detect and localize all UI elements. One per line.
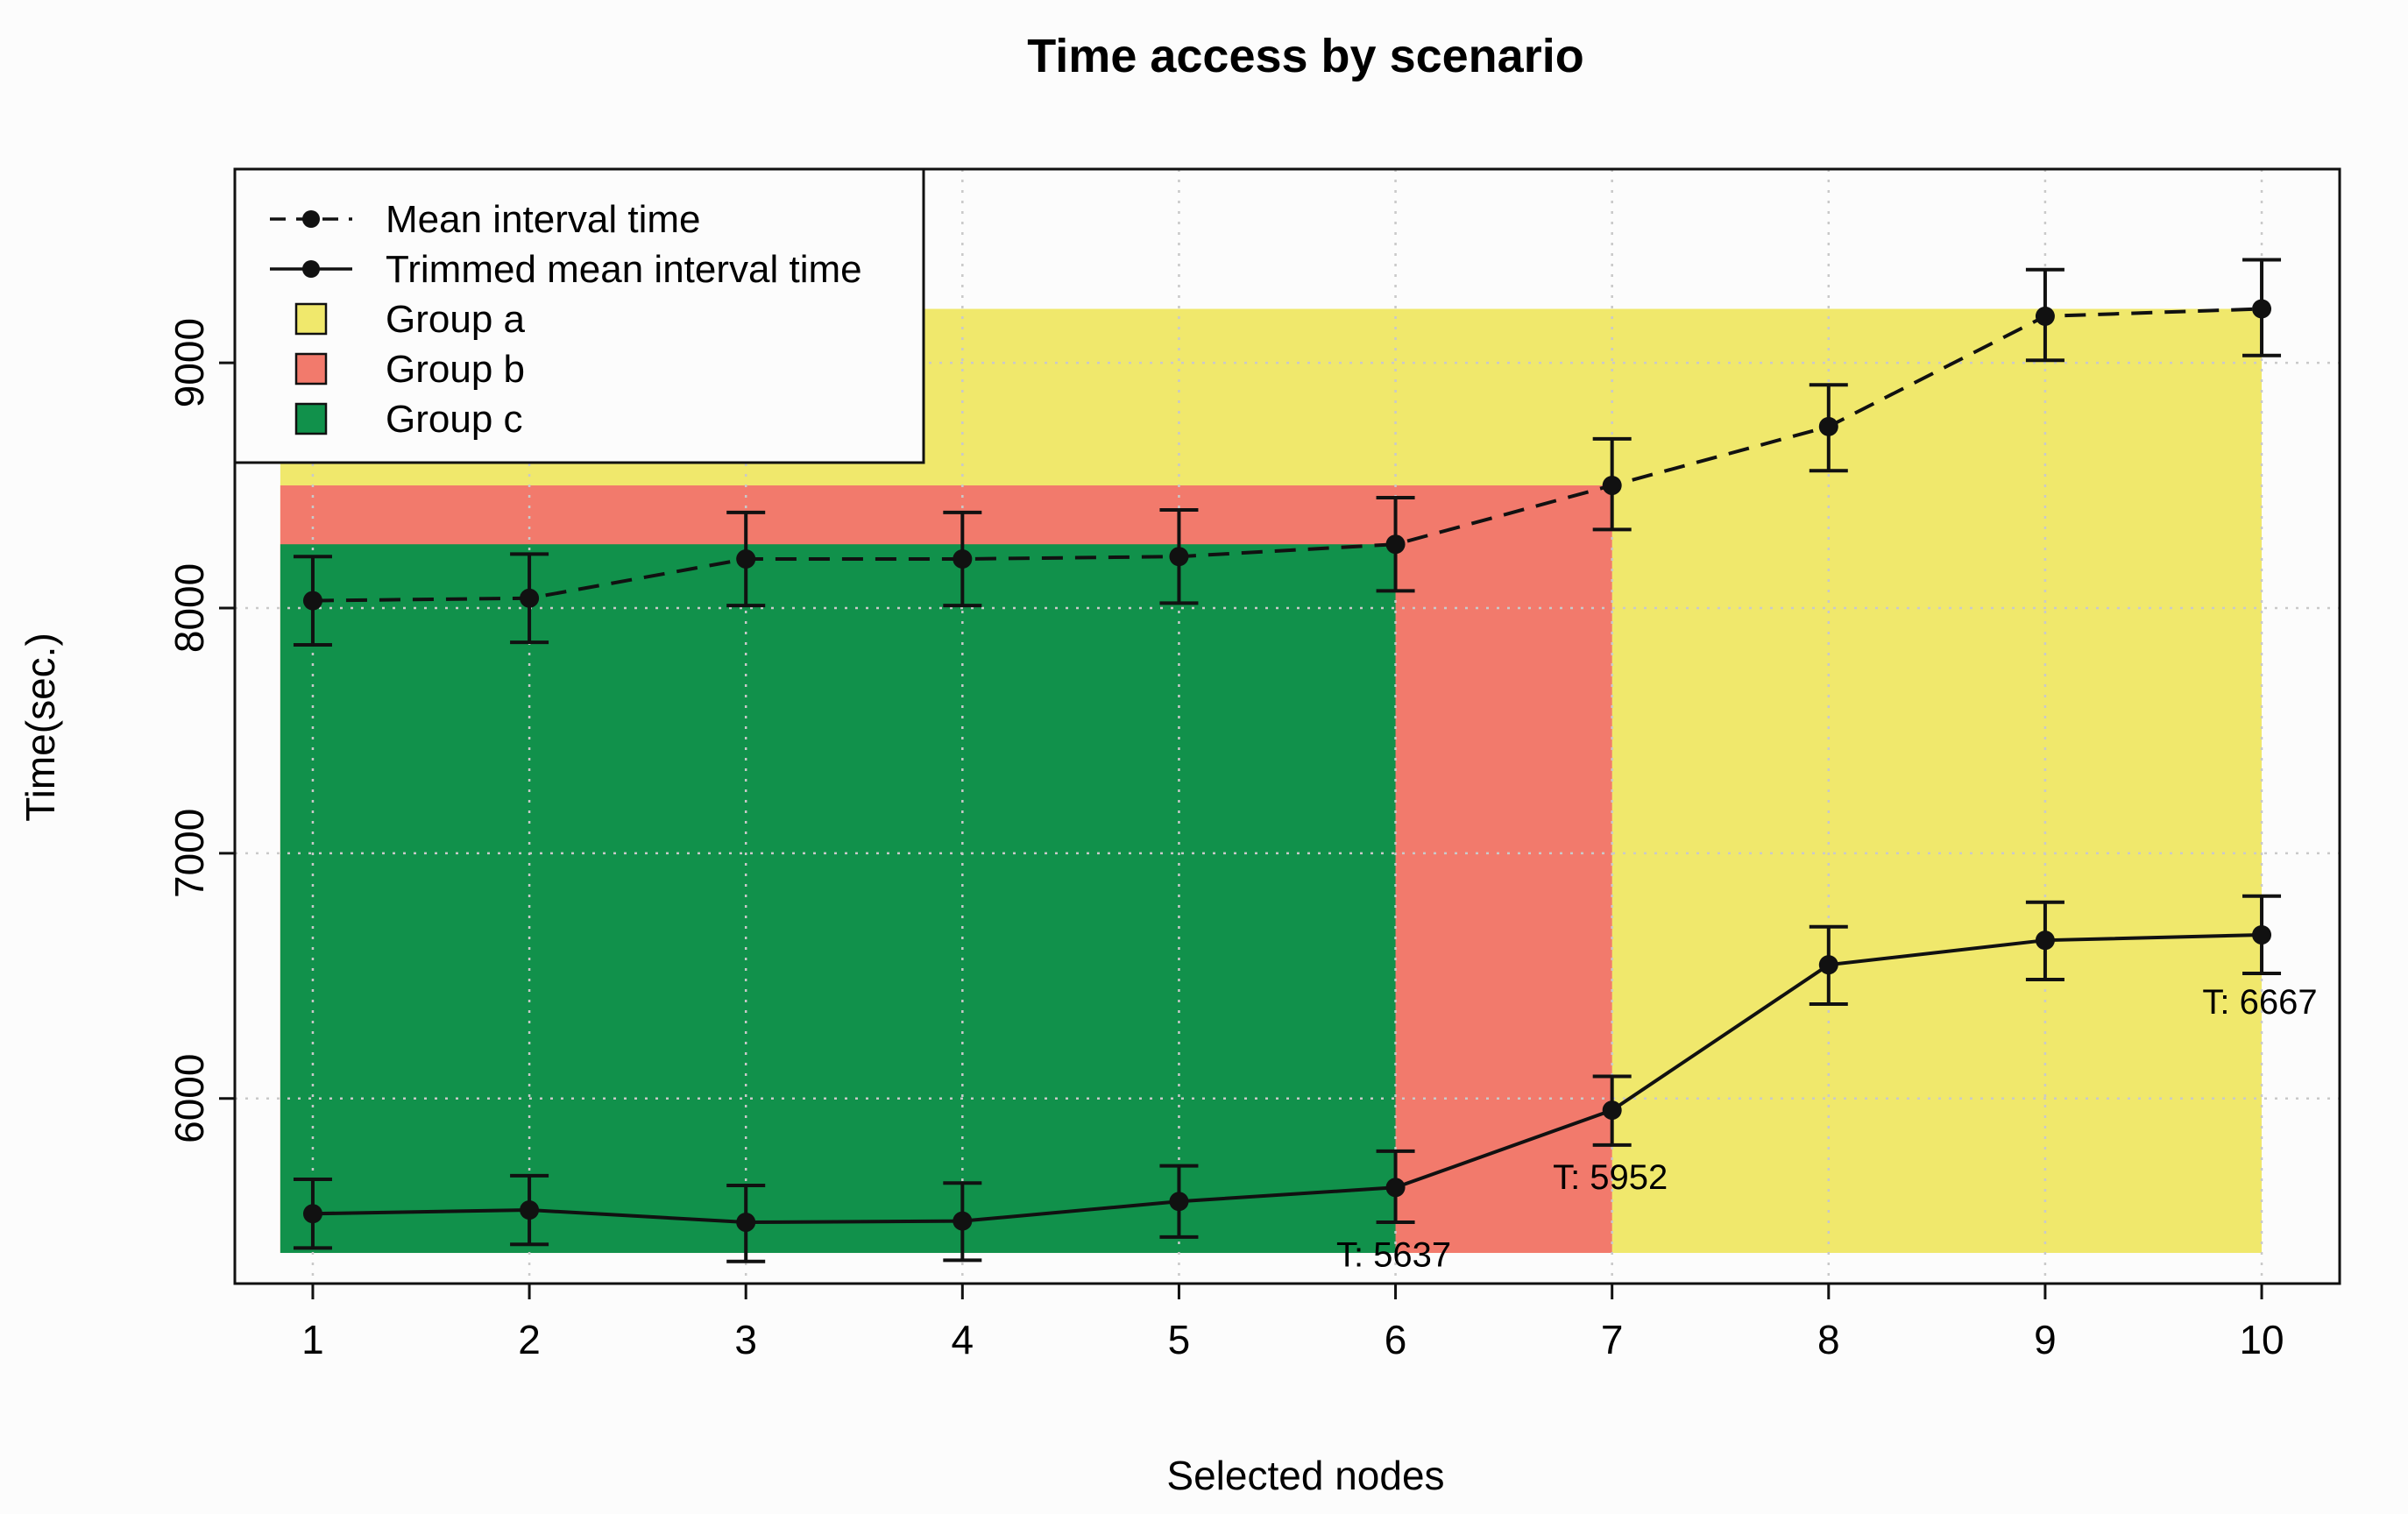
data-point-trimmed-mean bbox=[953, 1211, 973, 1231]
data-point-mean bbox=[1385, 534, 1406, 555]
legend-key-swatch bbox=[294, 402, 328, 435]
legend-key-point bbox=[302, 210, 320, 228]
data-point-mean bbox=[1602, 476, 1622, 496]
data-point-mean bbox=[520, 588, 540, 608]
legend-label: Group b bbox=[386, 348, 525, 391]
data-label: T: 5637 bbox=[1336, 1235, 1451, 1274]
x-tick-label: 2 bbox=[518, 1317, 541, 1362]
y-tick-label: 6000 bbox=[166, 1054, 212, 1143]
data-point-mean bbox=[1818, 416, 1838, 436]
data-point-mean bbox=[736, 548, 756, 569]
data-point-trimmed-mean bbox=[2252, 925, 2272, 945]
data-label: T: 5952 bbox=[1553, 1158, 1668, 1197]
x-tick-label: 4 bbox=[952, 1317, 974, 1362]
data-point-mean bbox=[302, 591, 322, 611]
x-tick-label: 7 bbox=[1601, 1317, 1624, 1362]
plot-area: 1 2 3 4 5 6 7 8 9 10 6000 7000 8000 9000 T: 5637 T: 595… bbox=[166, 167, 2341, 1362]
x-tick-label: 3 bbox=[734, 1317, 757, 1362]
group-region-group-c bbox=[280, 544, 1396, 1254]
data-point-trimmed-mean bbox=[1602, 1100, 1622, 1121]
data-point-trimmed-mean bbox=[736, 1213, 756, 1233]
data-point-mean bbox=[2252, 299, 2272, 319]
legend-key-swatch bbox=[294, 352, 328, 386]
y-axis-label: Time(sec.) bbox=[18, 633, 63, 822]
data-point-mean bbox=[2035, 306, 2055, 326]
y-tick-label: 9000 bbox=[166, 318, 212, 407]
series-line-trimmed-mean bbox=[312, 933, 2263, 1225]
legend-label: Mean interval time bbox=[386, 198, 700, 241]
chart-title: Time access by scenario bbox=[1027, 30, 1583, 82]
x-axis-label: Selected nodes bbox=[1166, 1453, 1444, 1498]
data-point-mean bbox=[1169, 547, 1189, 567]
x-tick-label: 10 bbox=[2239, 1317, 2284, 1362]
series-line-mean bbox=[312, 307, 2263, 603]
legend-label: Trimmed mean interval time bbox=[386, 248, 862, 291]
legend-key-point bbox=[302, 260, 320, 278]
data-point-trimmed-mean bbox=[1818, 955, 1838, 975]
x-tick-label: 1 bbox=[301, 1317, 324, 1362]
data-point-trimmed-mean bbox=[520, 1200, 540, 1220]
data-point-trimmed-mean bbox=[302, 1204, 322, 1224]
legend-label: Group c bbox=[386, 398, 523, 441]
plot-frame bbox=[233, 167, 2341, 1285]
legend-key-swatch bbox=[294, 302, 328, 336]
data-point-trimmed-mean bbox=[1169, 1192, 1189, 1212]
data-point-mean bbox=[953, 548, 973, 569]
y-tick-label: 7000 bbox=[166, 809, 212, 898]
data-point-trimmed-mean bbox=[2035, 930, 2055, 951]
y-tick-label: 8000 bbox=[166, 563, 212, 653]
legend-label: Group a bbox=[386, 298, 526, 341]
x-tick-label: 9 bbox=[2034, 1317, 2057, 1362]
x-tick-label: 6 bbox=[1385, 1317, 1407, 1362]
data-point-trimmed-mean bbox=[1385, 1178, 1406, 1198]
x-tick-label: 5 bbox=[1168, 1317, 1191, 1362]
x-tick-label: 8 bbox=[1817, 1317, 1840, 1362]
legend: Mean interval time Trimmed mean interval … bbox=[233, 167, 925, 464]
data-label: T: 6667 bbox=[2202, 983, 2317, 1022]
